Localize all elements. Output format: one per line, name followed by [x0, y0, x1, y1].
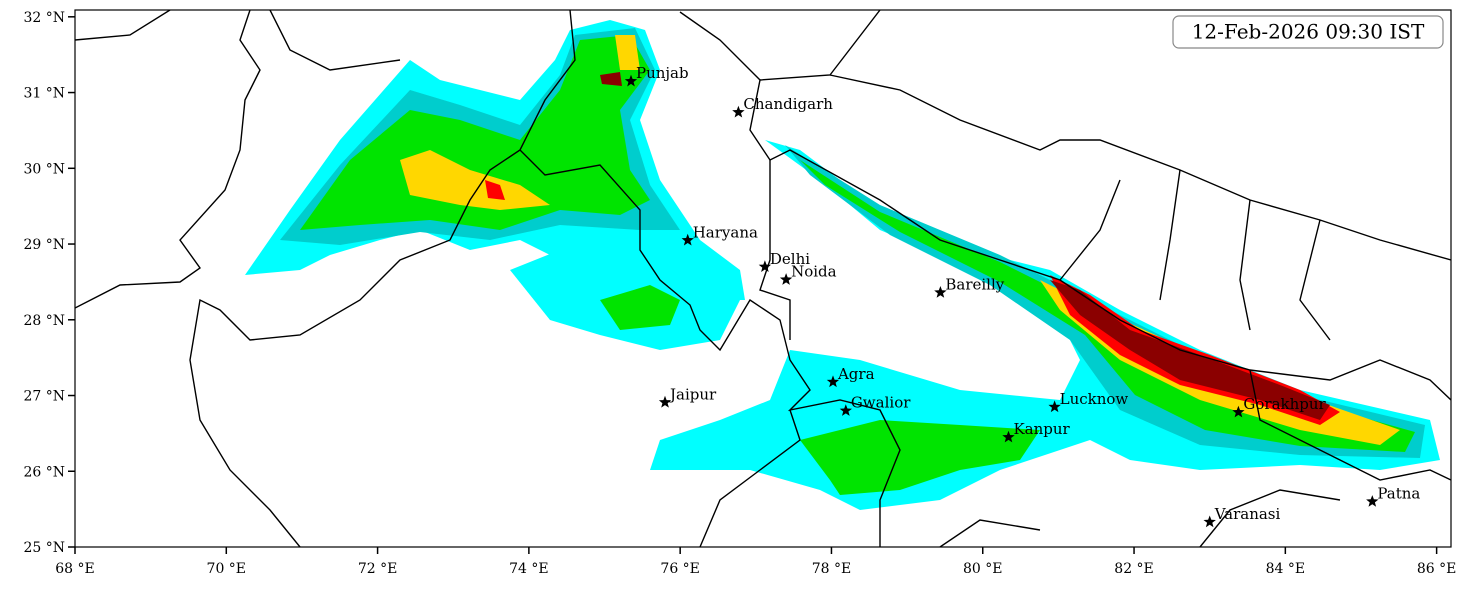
city-marker — [758, 260, 772, 272]
rain-field — [75, 10, 1451, 547]
borders — [75, 10, 1451, 547]
timestamp-box — [1172, 15, 1444, 49]
x-tick-label: 70 °E — [207, 561, 246, 577]
city-label: Chandigarh — [743, 95, 833, 113]
city-label: Patna — [1377, 485, 1420, 503]
x-tick-label: 78 °E — [812, 561, 851, 577]
city-label: Lucknow — [1060, 390, 1129, 408]
city-label: Bareilly — [945, 276, 1004, 294]
city-label: Kanpur — [1013, 420, 1070, 438]
city-label: Jaipur — [668, 385, 717, 403]
city-label: Delhi — [770, 250, 810, 268]
city-marker — [839, 404, 852, 416]
rain-area — [615, 35, 640, 70]
x-tick-label: 82 °E — [1114, 561, 1153, 577]
x-tick-label: 68 °E — [55, 561, 94, 577]
city-label: Punjab — [636, 64, 689, 82]
y-tick-label: 31 °N — [23, 86, 65, 102]
rain-area — [600, 285, 680, 330]
x-tick-label: 72 °E — [358, 561, 397, 577]
city-marker — [779, 273, 793, 285]
ticks: 68 °E 70 °E 72 °E 74 °E 76 °E 78 °E 80 °E 82 °E… — [23, 10, 1456, 577]
y-tick-label: 28 °N — [23, 313, 65, 329]
city-label: Noida — [791, 263, 837, 281]
y-tick-label: 32 °N — [23, 10, 65, 26]
city-marker — [826, 375, 840, 388]
city-label: Gorakhpur — [1243, 395, 1326, 413]
timestamp: 12-Feb-2026 09:30 IST — [1192, 20, 1425, 44]
city-marker — [732, 105, 745, 118]
x-tick-label: 76 °E — [660, 561, 699, 577]
city-marker — [624, 74, 638, 87]
city-marker — [1002, 430, 1015, 443]
city-marker — [1232, 405, 1245, 418]
rain-area — [1050, 280, 1330, 420]
city-marker — [1203, 515, 1216, 528]
rain-area — [300, 35, 650, 230]
rain-area — [400, 150, 550, 210]
y-tick-label: 25 °N — [23, 540, 65, 556]
y-tick-label: 27 °N — [23, 389, 65, 405]
x-tick-label: 84 °E — [1266, 561, 1305, 577]
rain-area — [485, 180, 505, 200]
city-marker — [934, 286, 947, 298]
city-marker — [1048, 400, 1061, 413]
x-tick-label: 80 °E — [963, 561, 1002, 577]
city-label: Varanasi — [1214, 505, 1281, 523]
x-tick-label: 74 °E — [509, 561, 548, 577]
city-label: Agra — [837, 365, 875, 383]
x-tick-label: 86 °E — [1417, 561, 1456, 577]
y-tick-label: 29 °N — [23, 237, 65, 253]
y-tick-label: 30 °N — [23, 161, 65, 177]
city-label: Haryana — [693, 223, 758, 241]
plot-frame — [74, 9, 1452, 548]
city-label: Gwalior — [851, 394, 911, 412]
rain-area — [600, 72, 622, 86]
y-tick-label: 26 °N — [23, 464, 65, 480]
city-marker — [1366, 495, 1379, 507]
rain-area — [800, 420, 1040, 495]
city-marker — [681, 233, 694, 246]
city-marker — [658, 395, 672, 408]
